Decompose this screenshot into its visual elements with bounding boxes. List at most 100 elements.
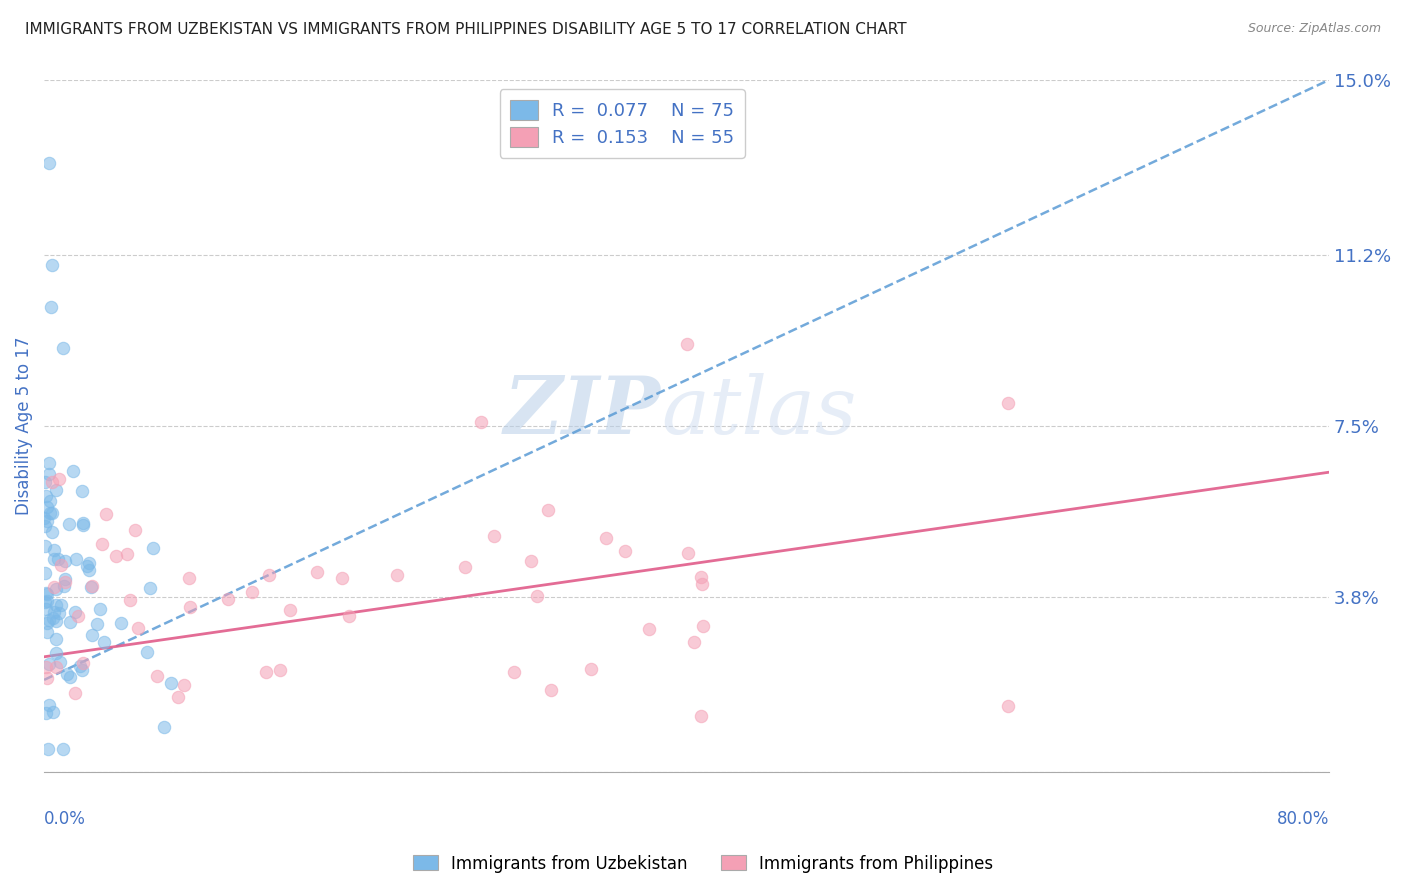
Point: [35, 602, 58, 616]
Point: [35, 660, 58, 674]
Point: [45, 614, 67, 628]
Point: [38, 614, 60, 628]
Point: [117, 547, 139, 561]
Point: [153, 720, 176, 734]
Point: [77, 563, 100, 577]
Point: [49, 655, 72, 669]
Point: [145, 668, 167, 682]
Point: [34, 566, 56, 580]
Point: [614, 544, 637, 558]
Point: [167, 690, 190, 704]
Point: [86, 616, 108, 631]
Point: [56, 666, 79, 681]
Point: [77, 556, 100, 570]
Point: [70, 663, 93, 677]
Point: [45, 646, 67, 660]
Point: [34, 511, 56, 525]
Point: [689, 708, 711, 723]
Point: [48, 607, 70, 621]
Point: [35, 585, 58, 599]
Point: [387, 568, 409, 582]
Point: [690, 577, 713, 591]
Point: [997, 396, 1019, 410]
Point: [41, 258, 63, 272]
Point: [45, 632, 67, 647]
Point: [41, 475, 63, 489]
Point: [34, 518, 56, 533]
Point: [520, 554, 543, 568]
Point: [120, 593, 142, 607]
Point: [72, 517, 94, 532]
Point: [330, 571, 353, 585]
Point: [52, 341, 75, 355]
Point: [35, 500, 58, 514]
Point: [62, 464, 84, 478]
Point: [72, 656, 94, 670]
Point: [35, 515, 58, 529]
Point: [127, 621, 149, 635]
Point: [689, 570, 711, 584]
Point: [34, 539, 56, 553]
Point: [997, 698, 1019, 713]
Point: [44, 543, 66, 558]
Point: [34, 475, 56, 489]
Point: [82, 579, 104, 593]
Point: [692, 619, 714, 633]
Point: [307, 565, 329, 579]
Point: [42, 605, 65, 619]
Point: [93, 635, 115, 649]
Point: [45, 483, 67, 497]
Point: [38, 657, 60, 671]
Point: [257, 568, 280, 582]
Point: [41, 524, 63, 539]
Point: [110, 615, 132, 630]
Point: [48, 472, 70, 486]
Point: [579, 662, 602, 676]
Point: [63, 605, 86, 619]
Legend: Immigrants from Uzbekistan, Immigrants from Philippines: Immigrants from Uzbekistan, Immigrants f…: [406, 848, 1000, 880]
Text: atlas: atlas: [661, 374, 856, 451]
Point: [65, 552, 87, 566]
Text: Source: ZipAtlas.com: Source: ZipAtlas.com: [1247, 22, 1381, 36]
Point: [53, 575, 76, 590]
Point: [254, 665, 277, 680]
Point: [454, 560, 477, 574]
Point: [240, 584, 263, 599]
Point: [38, 156, 60, 170]
Point: [66, 609, 89, 624]
Point: [69, 659, 91, 673]
Point: [42, 611, 65, 625]
Point: [675, 337, 697, 351]
Point: [470, 416, 492, 430]
Point: [638, 622, 661, 636]
Point: [38, 456, 60, 470]
Point: [94, 508, 117, 522]
Point: [37, 742, 59, 756]
Point: [35, 706, 58, 720]
Point: [90, 537, 112, 551]
Point: [80, 628, 103, 642]
Point: [46, 552, 69, 566]
Point: [269, 663, 291, 677]
Point: [41, 506, 63, 520]
Point: [38, 698, 60, 713]
Point: [45, 582, 67, 596]
Point: [49, 598, 72, 612]
Point: [72, 516, 94, 531]
Point: [37, 587, 59, 601]
Point: [38, 467, 60, 481]
Point: [337, 608, 360, 623]
Point: [49, 558, 72, 573]
Point: [79, 580, 101, 594]
Point: [35, 594, 58, 608]
Point: [104, 549, 127, 564]
Point: [526, 589, 548, 603]
Point: [177, 571, 200, 585]
Point: [42, 580, 65, 594]
Point: [45, 598, 67, 612]
Text: 0.0%: 0.0%: [44, 810, 86, 829]
Point: [278, 603, 301, 617]
Point: [53, 572, 76, 586]
Point: [42, 705, 65, 719]
Point: [45, 660, 67, 674]
